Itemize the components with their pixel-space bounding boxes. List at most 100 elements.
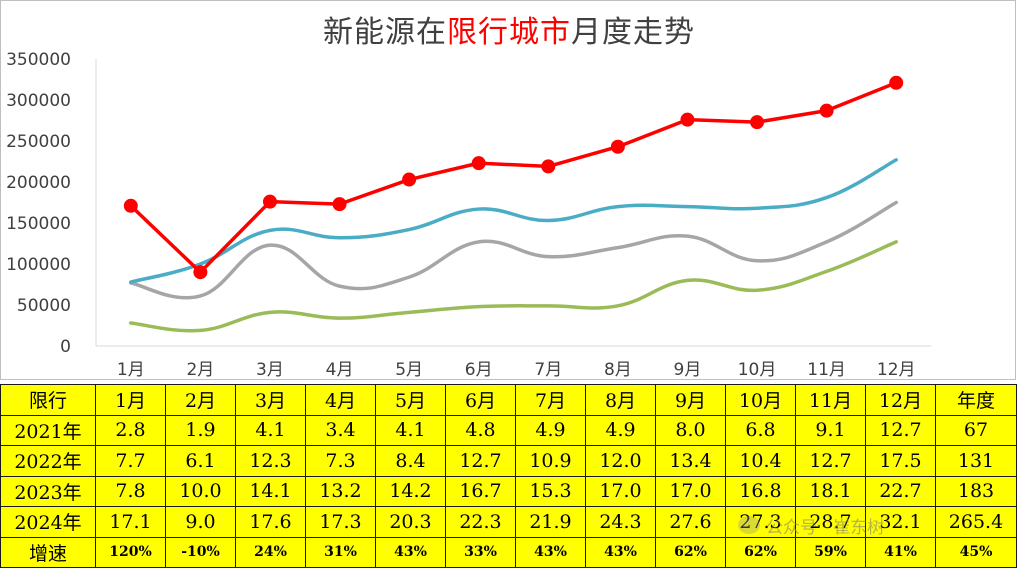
table-header-cell: 2月 xyxy=(165,384,236,416)
data-table: 限行 1月 2月 3月 4月 5月 6月 7月 8月 9月 10月 11月 12月 年度 2021年 2.8 1… xyxy=(0,384,1017,568)
table-cell: 4.8 xyxy=(445,414,516,446)
table-cell: 12.7 xyxy=(865,414,936,446)
y-tick-label: 150000 xyxy=(6,214,71,234)
table-cell: 31% xyxy=(305,536,376,568)
table-cell: 120% xyxy=(95,536,166,568)
data-point-2024年 xyxy=(819,103,834,118)
table-cell: 6.1 xyxy=(165,445,236,477)
table-cell: 10.0 xyxy=(165,475,236,507)
table-cell: 17.0 xyxy=(655,475,726,507)
data-point-2024年 xyxy=(471,156,486,171)
table-header-cell: 10月 xyxy=(725,384,796,416)
y-tick-label: 100000 xyxy=(6,255,71,275)
table-row-label: 2023年 xyxy=(0,475,96,507)
table-cell: 43% xyxy=(585,536,656,568)
table-cell: 14.2 xyxy=(375,475,446,507)
table-cell: 43% xyxy=(375,536,446,568)
table-cell: 17.5 xyxy=(865,445,936,477)
chart-title: 新能源在限行城市月度走势 xyxy=(1,7,1017,51)
table-cell: 24% xyxy=(235,536,306,568)
y-tick-label: 300000 xyxy=(6,91,71,111)
table-row-label: 2024年 xyxy=(0,506,96,538)
table-cell: 28.7 xyxy=(795,506,866,538)
table-cell: 8.4 xyxy=(375,445,446,477)
data-point-2024年 xyxy=(193,265,208,280)
table-header-row: 限行 1月 2月 3月 4月 5月 6月 7月 8月 9月 10月 11月 12月 年度 xyxy=(0,384,1017,416)
table-row-label: 2021年 xyxy=(0,414,96,446)
table-cell: 7.8 xyxy=(95,475,166,507)
data-point-2024年 xyxy=(402,172,417,187)
x-tick-label: 5月 xyxy=(395,360,423,380)
table-row: 2024年 17.1 9.0 17.6 17.3 20.3 22.3 21.9 24.3 27.6… xyxy=(0,506,1017,538)
x-tick-label: 8月 xyxy=(604,360,632,380)
table-cell: 9.1 xyxy=(795,414,866,446)
table-header-cell: 1月 xyxy=(95,384,166,416)
data-point-2024年 xyxy=(123,198,138,213)
table-header-cell: 6月 xyxy=(445,384,516,416)
data-point-2024年 xyxy=(541,159,556,174)
table-row-label: 限行 xyxy=(0,384,96,416)
table-cell: 131 xyxy=(935,445,1017,477)
table-cell: 6.8 xyxy=(725,414,796,446)
table-row: 2022年 7.7 6.1 12.3 7.3 8.4 12.7 10.9 12.0 13.4 10.… xyxy=(0,445,1017,477)
table-cell: 4.9 xyxy=(585,414,656,446)
table-cell: 62% xyxy=(655,536,726,568)
data-point-2024年 xyxy=(750,115,765,130)
table-header-cell: 7月 xyxy=(515,384,586,416)
table-cell: 67 xyxy=(935,414,1017,446)
table-cell: 17.0 xyxy=(585,475,656,507)
table-header-cell: 5月 xyxy=(375,384,446,416)
table-header-cell: 11月 xyxy=(795,384,866,416)
x-tick-label: 9月 xyxy=(674,360,702,380)
chart-title-prefix: 新能源在 xyxy=(323,15,447,50)
x-tick-label: 2月 xyxy=(186,360,214,380)
table-cell: 4.1 xyxy=(235,414,306,446)
table-body: 限行 1月 2月 3月 4月 5月 6月 7月 8月 9月 10月 11月 12月 年度 2021年 2.8 1… xyxy=(0,384,1017,568)
data-point-2024年 xyxy=(262,194,277,209)
x-tick-label: 10月 xyxy=(738,360,777,380)
data-point-2024年 xyxy=(332,197,347,212)
table-cell: 15.3 xyxy=(515,475,586,507)
table-cell: 9.0 xyxy=(165,506,236,538)
table-cell: 12.3 xyxy=(235,445,306,477)
table-cell: 45% xyxy=(935,536,1017,568)
table-cell: -10% xyxy=(165,536,236,568)
table-cell: 10.9 xyxy=(515,445,586,477)
y-tick-label: 350000 xyxy=(6,50,71,70)
line-chart: 0 50000 100000 150000 200000 250000 300000 3500… xyxy=(6,50,931,380)
table-cell: 17.6 xyxy=(235,506,306,538)
x-tick-label: 12月 xyxy=(877,360,916,380)
table-cell: 27.3 xyxy=(725,506,796,538)
table-cell: 1.9 xyxy=(165,414,236,446)
table-cell: 10.4 xyxy=(725,445,796,477)
x-tick-label: 7月 xyxy=(534,360,562,380)
x-tick-label: 1月 xyxy=(117,360,145,380)
table-header-cell: 12月 xyxy=(865,384,936,416)
table-row: 2021年 2.8 1.9 4.1 3.4 4.1 4.8 4.9 4.9 8.0 6.8 9.1 12… xyxy=(0,414,1017,446)
table-cell: 3.4 xyxy=(305,414,376,446)
table-row-label: 增速 xyxy=(0,536,96,568)
table-cell: 183 xyxy=(935,475,1017,507)
table-cell: 16.7 xyxy=(445,475,516,507)
y-tick-label: 0 xyxy=(60,337,71,357)
table-cell: 59% xyxy=(795,536,866,568)
x-tick-label: 6月 xyxy=(465,360,493,380)
table-cell: 7.3 xyxy=(305,445,376,477)
table-row: 2023年 7.8 10.0 14.1 13.2 14.2 16.7 15.3 17.0 17.0… xyxy=(0,475,1017,507)
y-tick-label: 50000 xyxy=(17,296,71,316)
table-cell: 18.1 xyxy=(795,475,866,507)
table-cell: 13.2 xyxy=(305,475,376,507)
series-line-2022年 xyxy=(129,200,898,300)
table-header-cell: 8月 xyxy=(585,384,656,416)
x-tick-label: 11月 xyxy=(807,360,846,380)
chart-panel: 0 50000 100000 150000 200000 250000 300000 3500… xyxy=(0,0,1016,380)
table-row-label: 2022年 xyxy=(0,445,96,477)
chart-title-highlight: 限行城市 xyxy=(447,15,571,50)
table-cell: 43% xyxy=(515,536,586,568)
table-cell: 16.8 xyxy=(725,475,796,507)
table-cell: 4.1 xyxy=(375,414,446,446)
series-line-2021年 xyxy=(129,240,898,333)
table-cell: 12.7 xyxy=(445,445,516,477)
table-cell: 14.1 xyxy=(235,475,306,507)
table-cell: 21.9 xyxy=(515,506,586,538)
